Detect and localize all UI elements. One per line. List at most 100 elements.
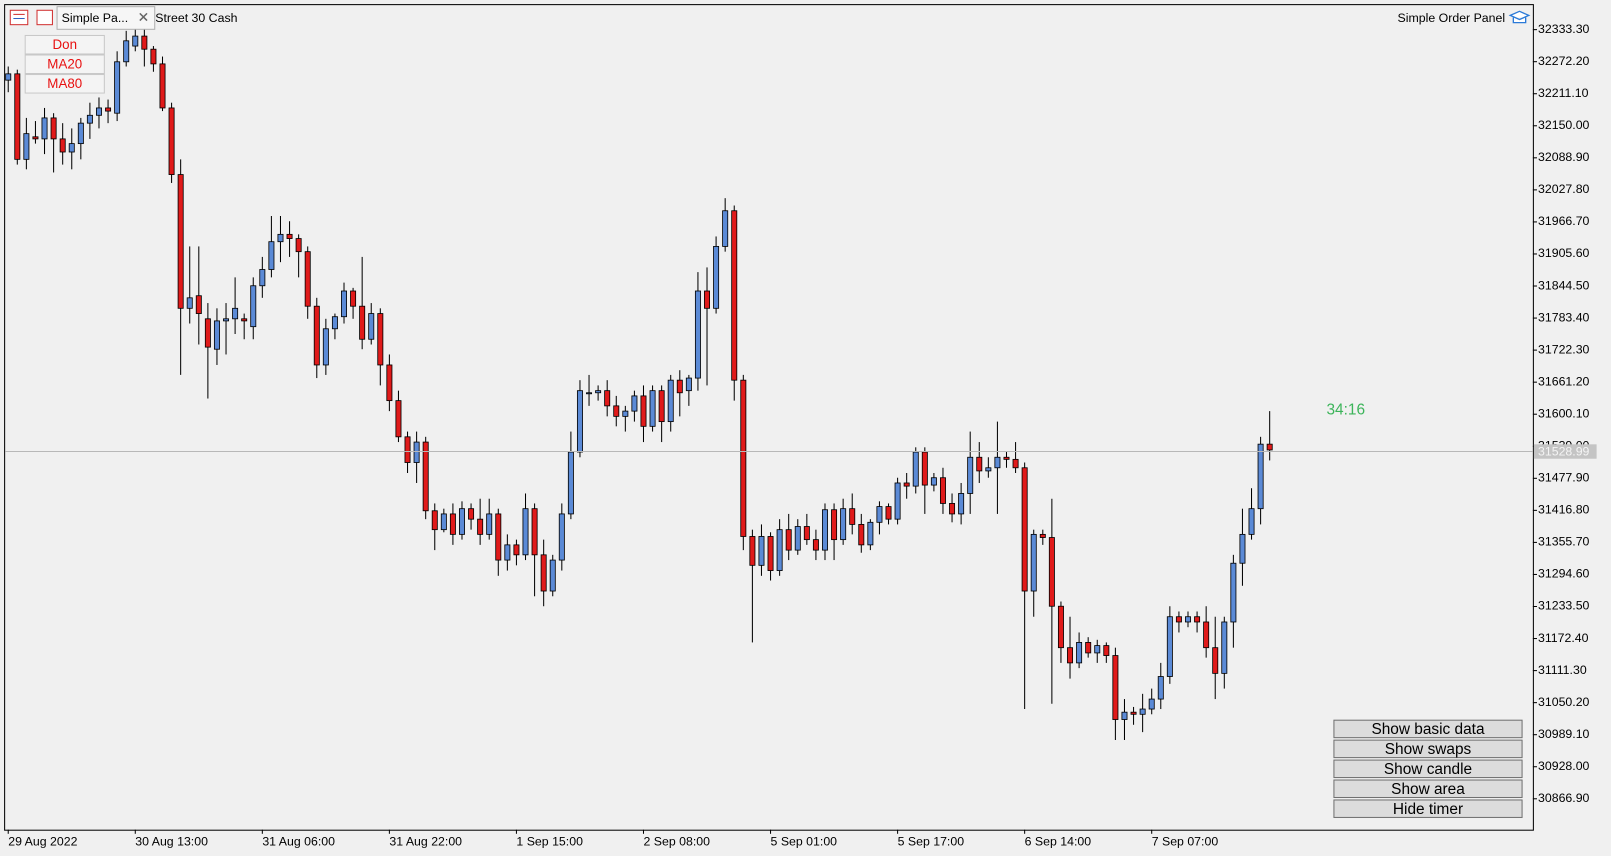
candle-body bbox=[1203, 621, 1210, 649]
candle-body bbox=[1175, 616, 1182, 623]
y-tick-label: 31966.70 bbox=[1538, 214, 1590, 228]
candle-body bbox=[431, 510, 438, 531]
candle-body bbox=[885, 506, 892, 520]
indicator-box[interactable] bbox=[24, 74, 105, 94]
candle-body bbox=[232, 307, 239, 320]
candle-body bbox=[123, 40, 130, 63]
candle-body bbox=[359, 305, 366, 340]
candle-body bbox=[1212, 647, 1219, 674]
candle-body bbox=[177, 174, 184, 309]
panel-title: Simple Order Panel bbox=[1398, 11, 1506, 25]
y-tick-label: 31050.20 bbox=[1538, 695, 1590, 709]
candle-body bbox=[32, 136, 39, 140]
candle-body bbox=[640, 395, 647, 427]
candle-body bbox=[1157, 676, 1164, 700]
candle-body bbox=[649, 390, 656, 427]
tab[interactable] bbox=[56, 6, 156, 30]
candle-body bbox=[322, 328, 329, 366]
button[interactable] bbox=[1333, 719, 1523, 739]
x-tick-label: 6 Sep 14:00 bbox=[1025, 834, 1092, 848]
candle-body bbox=[840, 508, 847, 541]
candle-body bbox=[77, 122, 84, 145]
candle-body bbox=[1139, 708, 1146, 715]
candle-body bbox=[586, 392, 593, 395]
x-tick-label: 7 Sep 07:00 bbox=[1152, 834, 1219, 848]
candle-body bbox=[540, 554, 547, 592]
candle-body bbox=[967, 456, 974, 494]
y-tick-label: 32150.00 bbox=[1538, 118, 1590, 132]
candle-body bbox=[858, 524, 865, 546]
candle-body bbox=[812, 539, 819, 551]
indicator-box[interactable] bbox=[24, 54, 105, 75]
candle-body bbox=[921, 451, 928, 486]
y-tick-label: 30866.90 bbox=[1538, 791, 1590, 805]
candle-body bbox=[758, 536, 765, 566]
candle-body bbox=[549, 559, 556, 592]
candles bbox=[5, 25, 1273, 740]
candle-body bbox=[1039, 533, 1046, 538]
candle-body bbox=[241, 318, 248, 322]
indicator-list: Don MA20 MA80 bbox=[24, 34, 105, 94]
indicator: MA20 bbox=[47, 56, 82, 71]
x-tick-label: 1 Sep 15:00 bbox=[516, 834, 583, 848]
button[interactable] bbox=[1333, 799, 1523, 818]
candle-body bbox=[994, 456, 1001, 469]
candle-body bbox=[785, 529, 792, 551]
candle-body bbox=[41, 117, 48, 140]
candle-body bbox=[1185, 616, 1191, 623]
candle-body bbox=[613, 405, 620, 417]
candle-body bbox=[1194, 616, 1201, 623]
x-tick-label: 31 Aug 06:00 bbox=[262, 834, 335, 848]
candle-body bbox=[622, 410, 629, 417]
candle-body bbox=[195, 295, 202, 314]
candle-body bbox=[286, 233, 293, 239]
panel-icon bbox=[1508, 10, 1531, 24]
candle-body bbox=[685, 377, 692, 392]
candle-body bbox=[204, 318, 211, 348]
candle-body bbox=[213, 320, 220, 350]
candle-body bbox=[477, 518, 484, 535]
candle-body bbox=[105, 107, 112, 112]
indicator-box[interactable] bbox=[24, 34, 105, 55]
candle-body bbox=[567, 451, 574, 515]
candle-body bbox=[395, 400, 402, 438]
y-tick-label: 32211.10 bbox=[1538, 86, 1589, 100]
candle-body bbox=[86, 114, 93, 124]
y-tick-label: 31722.30 bbox=[1538, 342, 1590, 356]
tab-title: Simple Pa... bbox=[62, 11, 128, 25]
candle-body bbox=[658, 390, 665, 423]
x-tick-label: 5 Sep 01:00 bbox=[771, 834, 838, 848]
candle-body bbox=[223, 318, 230, 322]
candle-body bbox=[912, 451, 919, 487]
symbol: Street 30 Cash bbox=[155, 11, 237, 25]
candle-body bbox=[114, 61, 121, 114]
candle-body bbox=[59, 138, 66, 153]
button[interactable] bbox=[1333, 779, 1523, 799]
candle-body bbox=[731, 210, 738, 381]
y-tick-label: 30989.10 bbox=[1538, 727, 1590, 741]
x-tick-label: 2 Sep 08:00 bbox=[643, 834, 710, 848]
icon bbox=[36, 9, 53, 26]
candle-body bbox=[985, 467, 992, 472]
button[interactable] bbox=[1333, 759, 1523, 779]
candle-body bbox=[304, 251, 311, 307]
candle-body bbox=[939, 477, 946, 504]
candle-body bbox=[1094, 645, 1101, 654]
price-box bbox=[1533, 444, 1597, 459]
candle-body bbox=[504, 544, 511, 561]
candle-body bbox=[386, 364, 393, 402]
x-tick-label: 31 Aug 22:00 bbox=[389, 834, 462, 848]
y-tick-label: 32272.20 bbox=[1538, 54, 1590, 68]
candle-body bbox=[259, 269, 266, 287]
close-icon[interactable] bbox=[139, 12, 148, 22]
candle-body bbox=[595, 390, 602, 394]
button[interactable] bbox=[1333, 739, 1523, 759]
candle-body bbox=[422, 441, 429, 512]
candle-body bbox=[68, 143, 75, 153]
candle-body bbox=[894, 482, 901, 520]
y-tick-label: 32027.80 bbox=[1538, 182, 1590, 196]
candle-body bbox=[404, 436, 411, 463]
indicator: Don bbox=[53, 37, 78, 52]
candle-body bbox=[1057, 605, 1064, 649]
